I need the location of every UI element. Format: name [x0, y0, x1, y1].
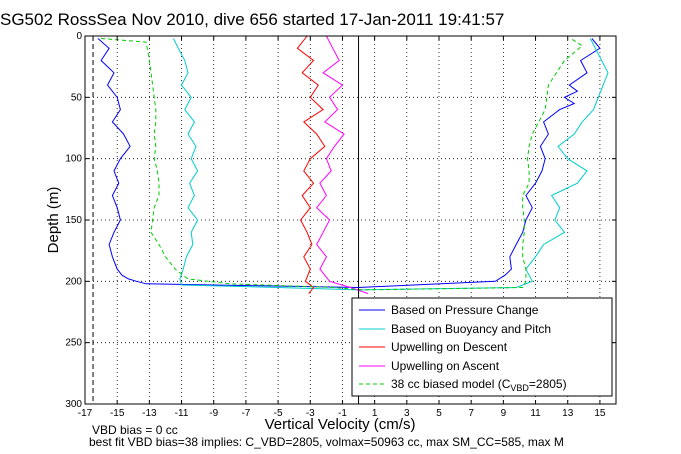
- x-tick-label: -7: [241, 408, 250, 419]
- y-tick-label: 300: [65, 399, 82, 410]
- x-tick-label: 1: [372, 408, 378, 419]
- x-tick-label: 5: [436, 408, 442, 419]
- legend-box: [351, 297, 613, 397]
- legend-item-buoyancy: Based on Buoyancy and Pitch: [391, 322, 551, 336]
- y-tick-label: 250: [65, 338, 82, 349]
- legend-model-subscript: VBD: [510, 383, 529, 393]
- y-tick-label: 0: [76, 31, 82, 42]
- footnote-vbd-bias: VBD bias = 0 cc: [92, 423, 178, 437]
- series-line-1: [173, 38, 609, 291]
- legend-item-ascent: Upwelling on Ascent: [391, 359, 500, 373]
- x-tick-labels: -17 -15 -13 -11 -9 -7 -5 -3 -1 1 3 5 7 9 11 13 15: [78, 36, 606, 419]
- y-tick-label: 100: [65, 154, 82, 165]
- x-tick-label: -15: [110, 408, 125, 419]
- chart-title: SG502 RossSea Nov 2010, dive 656 started…: [0, 10, 504, 29]
- y-axis-label: Depth (m): [45, 187, 62, 254]
- x-tick-label: 9: [501, 408, 507, 419]
- x-tick-label: 7: [468, 408, 474, 419]
- x-tick-label: -3: [306, 408, 315, 419]
- y-tick-label: 150: [65, 215, 82, 226]
- x-tick-label: 15: [594, 408, 606, 419]
- x-tick-label: -11: [175, 408, 189, 419]
- x-tick-label: -13: [142, 408, 157, 419]
- x-tick-label: 13: [562, 408, 574, 419]
- legend: Based on Pressure Change Based on Buoyan…: [351, 297, 613, 397]
- legend-model-suffix: =2805): [529, 377, 567, 391]
- y-tick-label: 200: [65, 276, 82, 287]
- y-tick-label: 50: [71, 92, 83, 103]
- footnote-best-fit: best fit VBD bias=38 implies: C_VBD=2805…: [89, 435, 564, 449]
- series-line-2: [296, 35, 326, 294]
- legend-item-descent: Upwelling on Descent: [391, 340, 508, 354]
- x-tick-label: -17: [78, 408, 93, 419]
- legend-item-model: 38 cc biased model (CVBD=2805): [391, 377, 567, 393]
- grid-lines: [85, 36, 616, 404]
- plot-area: -17 -15 -13 -11 -9 -7 -5 -3 -1 1 3 5 7 9 11 13 15 050100…: [65, 31, 617, 419]
- x-axis-label: Vertical Velocity (cm/s): [265, 416, 416, 433]
- series-layer: [97, 35, 609, 295]
- y-tick-labels: 0 50 100 150 200 250 300: [65, 31, 616, 410]
- legend-item-pressure: Based on Pressure Change: [391, 303, 539, 317]
- x-tick-label: -5: [274, 408, 283, 419]
- x-tick-label: 3: [404, 408, 410, 419]
- x-tick-label: 11: [530, 408, 541, 419]
- legend-model-prefix: 38 cc biased model (C: [391, 377, 511, 391]
- series-line-3: [316, 35, 369, 295]
- x-tick-label: -9: [209, 408, 218, 419]
- x-tick-label: -1: [338, 408, 347, 419]
